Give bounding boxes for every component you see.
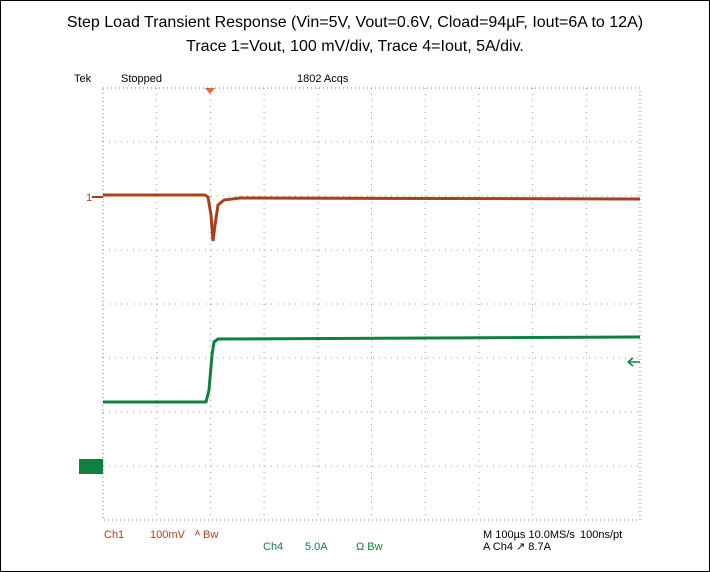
ch4-marker [79,459,103,474]
ch1-marker: 1 [86,192,92,204]
timebase: M 100µs 10.0MS/s [483,529,575,541]
caption-line: Trace 1=Vout, 100 mV/div, Trace 4=Iout, … [186,38,524,55]
ch1-scale: 100mV [150,529,186,541]
resolution: 100ns/pt [580,529,622,541]
ch4-trace [103,335,641,404]
ch4-name: Ch4 [263,541,283,553]
trigger: A Ch4 ↗ 8.7A [483,541,552,553]
ch1-bw: ᴬ Bw [194,529,218,541]
caption-line: Step Load Transient Response (Vin=5V, Vo… [67,14,643,31]
brand: Tek [74,73,92,85]
trigger-level [627,357,640,367]
ch4-bw: Ω Bw [356,541,383,553]
ch1-trace [103,193,641,242]
ch1-name: Ch1 [104,529,124,541]
state: Stopped [121,73,162,85]
acqs: 1802 Acqs [297,73,349,85]
grid [103,88,640,520]
ch4-scale: 5.0A [305,541,328,553]
graticule [102,87,641,521]
trigger-marker [205,88,215,94]
